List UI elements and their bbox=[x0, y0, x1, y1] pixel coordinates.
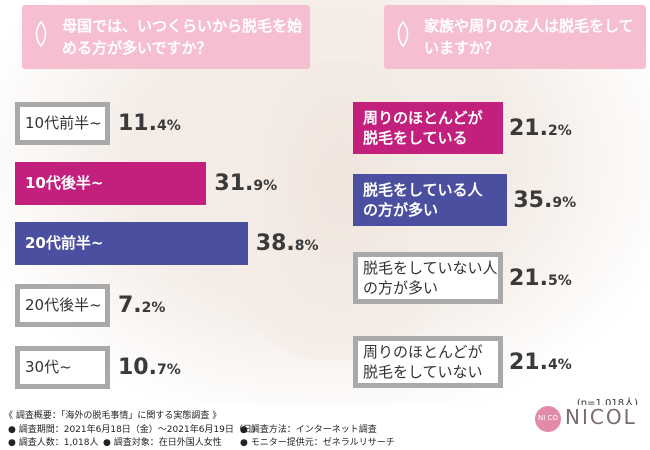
left-bar-value: 11.4% bbox=[118, 111, 181, 136]
question-1-text: 母国では、いつくらいから脱毛を始める方が多いですか？ bbox=[62, 17, 303, 57]
right-bar-value: 35.9% bbox=[513, 188, 577, 213]
respondent-count: (n=1,018人) bbox=[576, 398, 638, 409]
left-bar: 10代後半~ bbox=[15, 162, 207, 205]
footer-provider: ● モニター提供元：ゼネラルリサーチ bbox=[240, 438, 395, 448]
question-2-header: 家族や周りの友人は脱毛をしていますか？ bbox=[384, 5, 646, 69]
right-bar-label-line: 脱毛をしている人 bbox=[363, 181, 483, 199]
right-bar: 脱毛をしている人 の方が多い bbox=[353, 174, 508, 226]
logo-badge-text: NI CO bbox=[538, 414, 558, 422]
logo-mark: NI CO bbox=[535, 406, 561, 432]
right-bar-label-line: の方が多い bbox=[363, 279, 439, 297]
footer-count: ● 調査人数：1,018人 bbox=[8, 438, 99, 448]
right-bar-value: 21.5% bbox=[509, 266, 572, 291]
right-bar-value: 21.2% bbox=[509, 116, 572, 141]
footer-period: ● 調査期間：2021年6月18日（金）〜2021年6月19日（日） bbox=[8, 425, 261, 435]
right-bar-label-line: の方が多い bbox=[363, 201, 439, 219]
right-bar-label-line: 脱毛をしている bbox=[363, 129, 468, 147]
left-bar-label: 20代前半~ bbox=[25, 234, 104, 252]
footer-survey-title: 《 調査概要：「海外の脱毛事情」に関する実態調査 》 bbox=[4, 411, 222, 421]
footer-method: ● 調査方法：インターネット調査 bbox=[240, 425, 377, 435]
left-bar-value: 38.8% bbox=[255, 231, 319, 256]
right-bar-label-line: 脱毛をしていない人 bbox=[363, 259, 498, 277]
left-bar: 20代前半~ bbox=[15, 222, 248, 265]
left-bar-label: 10代前半~ bbox=[25, 114, 102, 132]
question-2-text: 家族や周りの友人は脱毛をしていますか？ bbox=[424, 17, 634, 57]
left-bar-label: 20代後半~ bbox=[25, 296, 102, 314]
left-bar: 30代~ bbox=[15, 346, 110, 389]
left-bar-label: 30代~ bbox=[25, 358, 72, 376]
logo-wordmark: NICOL bbox=[565, 405, 637, 429]
leaf-icon bbox=[35, 21, 47, 47]
leaf-icon bbox=[397, 21, 409, 47]
left-bar-value: 7.2% bbox=[118, 293, 166, 318]
right-bar-value: 21.4% bbox=[509, 350, 572, 375]
question-1-header: 母国では、いつくらいから脱毛を始める方が多いですか？ bbox=[22, 5, 310, 69]
left-bar-label: 10代後半~ bbox=[25, 174, 104, 192]
left-bar: 10代前半~ bbox=[15, 102, 110, 145]
left-bar-value: 31.9% bbox=[214, 171, 278, 196]
right-bar: 周りのほとんどが 脱毛をしていない bbox=[353, 336, 503, 388]
right-bar: 脱毛をしていない人 の方が多い bbox=[353, 252, 503, 304]
right-bar-label-line: 脱毛をしていない bbox=[363, 363, 483, 381]
footer-target: ● 調査対象：在日外国人女性 bbox=[103, 438, 222, 448]
right-bar-label-line: 周りのほとんどが bbox=[363, 343, 483, 361]
left-bar-value: 10.7% bbox=[118, 355, 181, 380]
left-bar: 20代後半~ bbox=[15, 284, 110, 327]
right-bar: 周りのほとんどが 脱毛をしている bbox=[353, 102, 503, 154]
right-bar-label-line: 周りのほとんどが bbox=[363, 109, 483, 127]
